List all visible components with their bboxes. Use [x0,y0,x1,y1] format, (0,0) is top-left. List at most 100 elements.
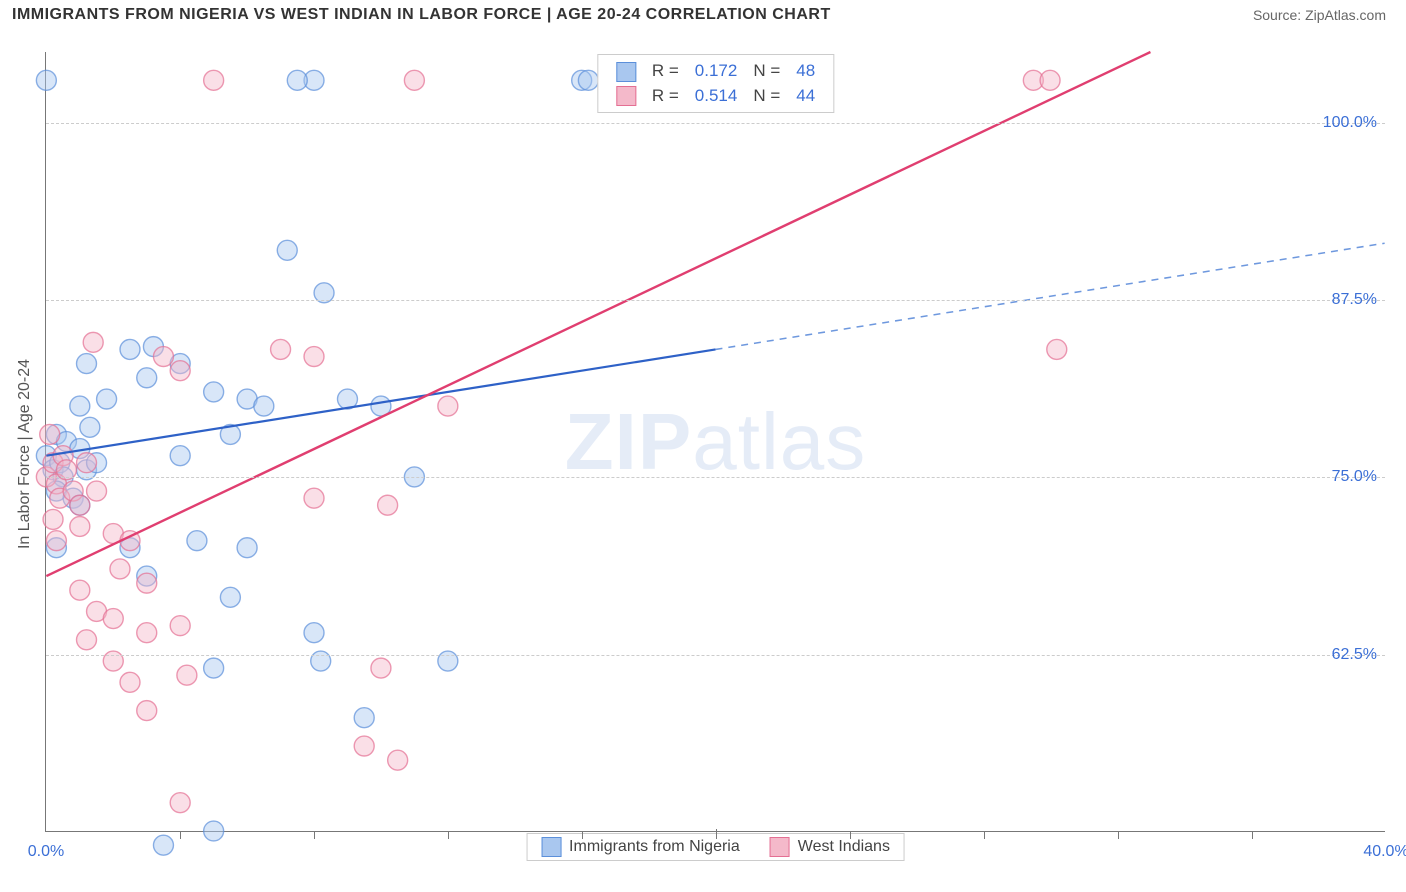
scatter-point [354,708,374,728]
legend-item-label: Immigrants from Nigeria [569,838,740,856]
scatter-point [153,347,173,367]
legend-item: West Indians [770,837,890,857]
xtick [716,829,717,839]
scatter-point [77,354,97,374]
legend-r-value: 0.172 [687,59,746,84]
scatter-point [120,672,140,692]
legend-table: R = 0.172 N = 48 R = 0.514 N = 44 [608,59,823,108]
scatter-point [287,70,307,90]
legend-row: R = 0.172 N = 48 [608,59,823,84]
scatter-point [388,750,408,770]
gridline [46,655,1385,656]
legend-r-label: R = [644,59,687,84]
xtick-minor [984,831,985,839]
source-label: Source: ZipAtlas.com [1253,7,1386,23]
scatter-point [137,573,157,593]
scatter-point [170,446,190,466]
chart-svg [46,52,1385,831]
scatter-point [36,70,56,90]
scatter-point [254,396,274,416]
chart-title: IMMIGRANTS FROM NIGERIA VS WEST INDIAN I… [12,6,831,24]
scatter-point [70,516,90,536]
scatter-point [578,70,598,90]
scatter-point [137,623,157,643]
legend-r-value: 0.514 [687,84,746,109]
xtick-minor [180,831,181,839]
chart-header: IMMIGRANTS FROM NIGERIA VS WEST INDIAN I… [0,0,1406,28]
scatter-point [1047,339,1067,359]
legend-swatch [616,86,636,106]
scatter-point [46,531,66,551]
scatter-point [70,396,90,416]
chart-container: In Labor Force | Age 20-24 ZIPatlas R = … [0,34,1406,892]
scatter-point [170,361,190,381]
scatter-point [371,658,391,678]
scatter-point [110,559,130,579]
scatter-point [177,665,197,685]
xtick-minor [850,831,851,839]
gridline [46,477,1385,478]
scatter-point [354,736,374,756]
scatter-point [137,701,157,721]
yaxis-title: In Labor Force | Age 20-24 [16,359,34,549]
xtick-minor [314,831,315,839]
xtick-label: 0.0% [28,843,64,861]
scatter-point [120,339,140,359]
scatter-point [204,70,224,90]
scatter-point [87,481,107,501]
xtick-label: 40.0% [1363,843,1406,861]
scatter-point [304,623,324,643]
trendline-extrapolated [716,243,1385,349]
scatter-point [277,240,297,260]
legend-correlation: R = 0.172 N = 48 R = 0.514 N = 44 [597,54,834,113]
xtick-minor [1118,831,1119,839]
scatter-point [70,580,90,600]
legend-n-value: 48 [788,59,823,84]
legend-item: Immigrants from Nigeria [541,837,740,857]
trendline [46,349,715,455]
legend-n-label: N = [745,59,788,84]
legend-item-label: West Indians [798,838,890,856]
ytick-label: 62.5% [1332,646,1377,664]
scatter-point [204,821,224,841]
scatter-point [77,630,97,650]
scatter-point [80,417,100,437]
scatter-point [220,587,240,607]
xtick-minor [582,831,583,839]
gridline [46,123,1385,124]
scatter-point [404,70,424,90]
legend-row: R = 0.514 N = 44 [608,84,823,109]
scatter-point [438,396,458,416]
ytick-label: 87.5% [1332,291,1377,309]
legend-swatch [770,837,790,857]
scatter-point [237,538,257,558]
scatter-point [187,531,207,551]
scatter-point [170,793,190,813]
legend-swatch [616,62,636,82]
scatter-point [378,495,398,515]
scatter-point [271,339,291,359]
scatter-point [304,347,324,367]
scatter-point [83,332,103,352]
scatter-point [153,835,173,855]
xtick-minor [1252,831,1253,839]
scatter-point [70,495,90,515]
xtick-minor [448,831,449,839]
ytick-label: 100.0% [1323,114,1377,132]
legend-swatch [541,837,561,857]
legend-n-label: N = [745,84,788,109]
scatter-point [137,368,157,388]
scatter-point [40,424,60,444]
scatter-point [97,389,117,409]
scatter-point [103,609,123,629]
legend-r-label: R = [644,84,687,109]
plot-area: ZIPatlas R = 0.172 N = 48 R = 0.514 N = … [45,52,1385,832]
scatter-point [204,658,224,678]
scatter-point [170,616,190,636]
trendline [46,52,1150,576]
scatter-point [77,453,97,473]
scatter-point [204,382,224,402]
gridline [46,300,1385,301]
scatter-point [43,509,63,529]
legend-n-value: 44 [788,84,823,109]
